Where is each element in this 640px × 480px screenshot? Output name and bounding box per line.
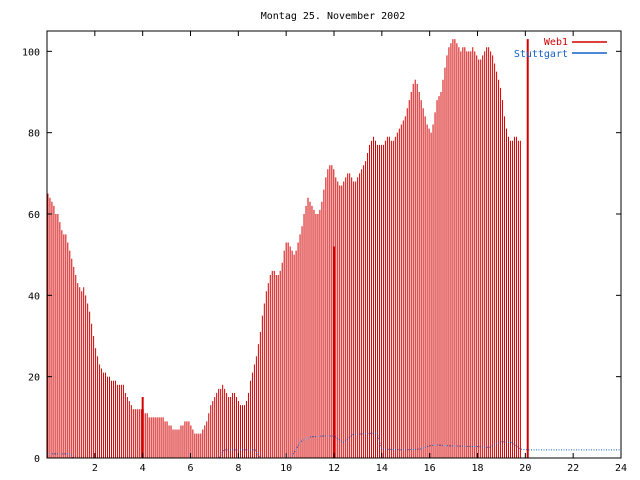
- x-tick-label: 20: [519, 463, 531, 474]
- web1-spikes: [141, 39, 529, 458]
- x-tick-label: 24: [615, 463, 627, 474]
- x-tick-label: 12: [328, 463, 340, 474]
- y-tick-label: 0: [34, 454, 40, 465]
- x-tick-label: 16: [424, 463, 436, 474]
- y-tick-label: 20: [28, 373, 40, 384]
- x-tick-label: 22: [567, 463, 579, 474]
- stuttgart-line: [47, 432, 621, 459]
- x-tick-label: 10: [280, 463, 292, 474]
- legend-label-web1: Web1: [544, 37, 568, 48]
- y-tick-label: 40: [28, 291, 40, 302]
- y-tick-label: 80: [28, 129, 40, 140]
- x-tick-label: 6: [187, 463, 193, 474]
- legend: Web1 Stuttgart: [514, 37, 607, 60]
- x-tick-label: 8: [235, 463, 241, 474]
- x-tick-label: 4: [140, 463, 146, 474]
- chart-title: Montag 25. November 2002: [261, 11, 406, 22]
- x-tick-label: 18: [471, 463, 483, 474]
- y-tick-label: 100: [22, 47, 40, 58]
- x-tick-label: 14: [376, 463, 388, 474]
- x-tick-label: 2: [92, 463, 98, 474]
- web1-bars: [47, 39, 521, 458]
- y-tick-label: 60: [28, 210, 40, 221]
- legend-label-stuttgart: Stuttgart: [514, 49, 568, 60]
